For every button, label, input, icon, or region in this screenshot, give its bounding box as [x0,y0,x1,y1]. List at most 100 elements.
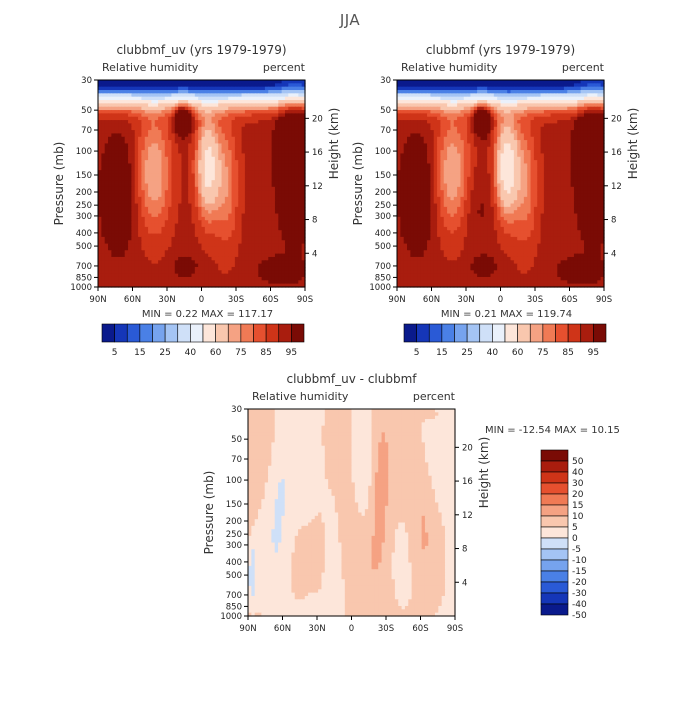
chart-subtitle-left: Relative humidity [252,390,349,403]
chart-title: clubbmf_uv - clubbmf [286,372,417,386]
x-tick-label: 90N [388,295,405,305]
colorbar-label: -5 [572,545,581,555]
colorbar-swatch [505,324,518,342]
y-tick-label: 400 [375,229,391,239]
colorbar-label: 20 [572,490,584,500]
colorbar-swatch [429,324,442,342]
colorbar-swatch [541,549,568,560]
colorbar-label: 0 [572,534,578,544]
x-tick-label: 60N [423,295,440,305]
y-tick-label: 200 [76,188,92,198]
colorbar-swatch [593,324,606,342]
chart-subtitle-left: Relative humidity [401,61,498,74]
colorbar-label: 85 [260,348,271,358]
colorbar-swatch [541,527,568,538]
y-right-tick-label: 16 [611,148,622,158]
y-tick-label: 50 [231,435,242,445]
y-right-tick-label: 8 [611,216,616,226]
y-right-tick-label: 20 [462,443,473,453]
colorbar-label: 25 [159,348,170,358]
colorbar-swatch [216,324,229,342]
colorbar-label: 15 [572,501,583,511]
colorbar-label: -40 [572,600,587,610]
y-right-tick-label: 16 [312,148,323,158]
colorbar-label: 5 [572,523,578,533]
colorbar-label: 5 [112,348,118,358]
colorbar-label: -15 [572,567,587,577]
colorbar-swatch [102,324,115,342]
y-tick-label: 150 [375,171,391,181]
y-tick-label: 70 [380,126,391,136]
colorbar-swatch [518,324,531,342]
y-tick-label: 100 [375,147,391,157]
colorbar-swatch [203,324,216,342]
y-tick-label: 70 [81,126,92,136]
x-tick-label: 30S [527,295,543,305]
x-tick-label: 90S [297,295,313,305]
colorbar-label: 25 [461,348,472,358]
heatmap-field [248,409,456,617]
colorbar-label: 40 [572,468,584,478]
colorbar-label: 95 [588,348,599,358]
min-max-stats: MIN = -12.54 MAX = 10.15 [485,425,620,436]
y-tick-label: 850 [226,602,242,612]
y-tick-label: 300 [76,212,92,222]
min-max-stats: MIN = 0.21 MAX = 119.74 [441,309,572,320]
y-tick-label: 100 [226,476,242,486]
figure-title: JJA [0,11,700,29]
y-tick-label: 500 [76,242,92,252]
chart-title: clubbmf_uv (yrs 1979-1979) [116,43,286,57]
colorbar-label: 15 [134,348,145,358]
y-axis-label: Pressure (mb) [202,471,216,555]
colorbar-swatch [153,324,166,342]
chart-title: clubbmf (yrs 1979-1979) [426,43,575,57]
colorbar-swatch [541,472,568,483]
colorbar-swatch [530,324,543,342]
chart-subtitle-right: percent [562,61,605,74]
colorbar-swatch [541,494,568,505]
colorbar-label: 75 [235,348,246,358]
chart-subtitle-left: Relative humidity [102,61,199,74]
colorbar-label: -50 [572,611,587,621]
x-tick-label: 60N [274,624,291,634]
colorbar-swatch [467,324,480,342]
x-tick-label: 0 [349,624,354,634]
y-tick-label: 50 [380,106,391,116]
colorbar-swatch [127,324,140,342]
x-tick-label: 90S [447,624,463,634]
y-axis-label: Pressure (mb) [52,142,66,226]
colorbar-swatch [241,324,254,342]
x-tick-label: 60S [412,624,428,634]
colorbar-label: 30 [572,479,584,489]
colorbar-label: 5 [414,348,420,358]
colorbar-label: 50 [572,457,584,467]
colorbar-swatch [228,324,241,342]
colorbar-swatch [541,571,568,582]
y-tick-label: 150 [226,500,242,510]
colorbar-label: -30 [572,589,587,599]
colorbar-label: 40 [487,348,499,358]
colorbar-swatch [492,324,505,342]
y-tick-label: 200 [226,517,242,527]
y-tick-label: 700 [375,262,391,272]
x-tick-label: 90S [596,295,612,305]
y-right-tick-label: 16 [462,477,473,487]
x-tick-label: 0 [199,295,204,305]
y-tick-label: 70 [231,455,242,465]
colorbar-swatch [541,505,568,516]
y-right-axis-label: Height (km) [626,108,640,179]
colorbar-label: 60 [512,348,524,358]
y-tick-label: 50 [81,106,92,116]
y-tick-label: 1000 [220,612,242,622]
y-tick-label: 300 [375,212,391,222]
y-right-axis-label: Height (km) [477,437,491,508]
chart-subtitle-right: percent [263,61,306,74]
colorbar-swatch [568,324,581,342]
x-tick-label: 30N [158,295,175,305]
colorbar-swatch [404,324,417,342]
x-tick-label: 30N [308,624,325,634]
